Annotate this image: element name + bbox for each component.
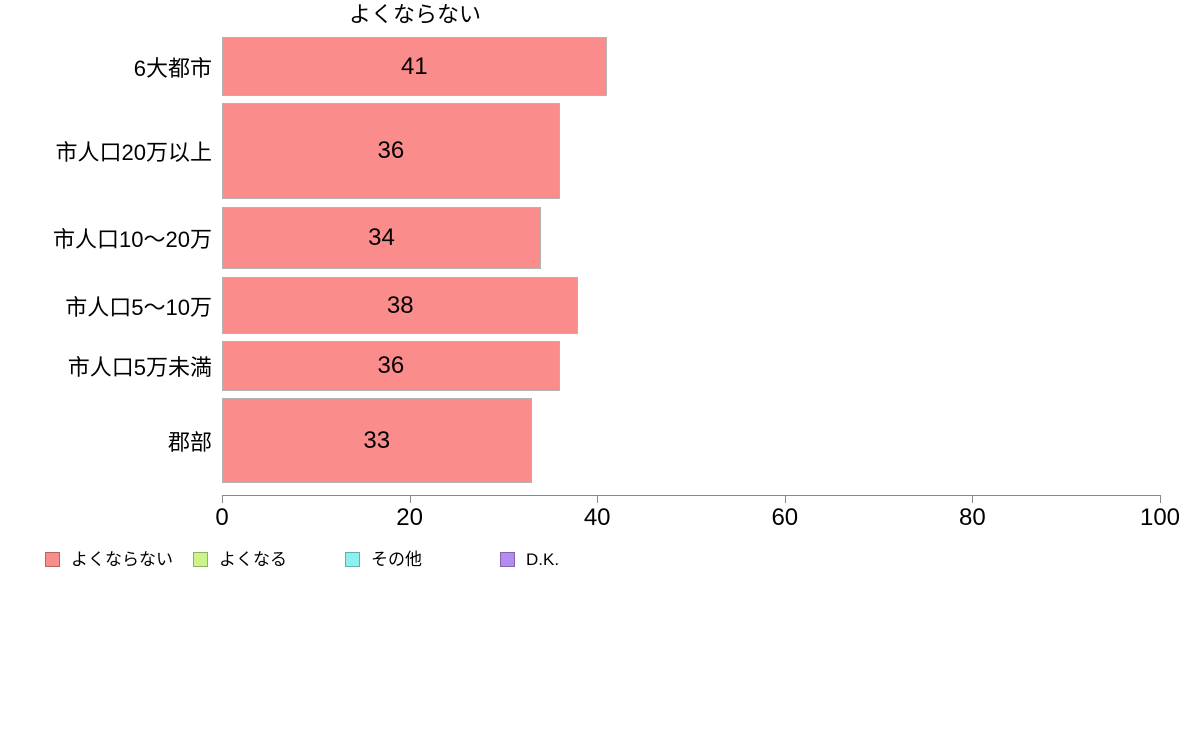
legend-swatch-green (193, 552, 208, 567)
legend-label: その他 (371, 550, 422, 569)
x-axis-tick (597, 495, 599, 503)
bar: 33 (222, 398, 532, 483)
legend-swatch-purple (500, 552, 515, 567)
x-axis-tick-label: 60 (771, 504, 799, 531)
category-label: 郡部 (167, 429, 212, 455)
chart-title: よくならない (348, 2, 482, 27)
legend-swatch-red (45, 552, 60, 567)
x-axis-tick-label: 100 (1139, 504, 1181, 531)
bar-row: 市人口5万未満 36 (0, 341, 1188, 391)
bar-value-label: 38 (386, 291, 414, 319)
bar-row: 6大都市 41 (0, 37, 1188, 96)
bar: 38 (222, 277, 579, 334)
x-axis-tick-label: 20 (396, 504, 423, 531)
legend-label: よくならない (71, 550, 173, 569)
legend-swatch-cyan (345, 552, 360, 567)
x-axis-tick (1160, 495, 1161, 503)
x-axis-tick (972, 495, 974, 503)
bar: 36 (222, 103, 560, 199)
category-label: 市人口5〜10万 (65, 294, 212, 320)
x-axis-tick (222, 495, 223, 503)
bar-value-label: 41 (400, 52, 428, 80)
bar-row: 郡部 33 (0, 398, 1188, 483)
bar-row: 市人口10〜20万 34 (0, 207, 1188, 269)
bar-value-label: 34 (368, 224, 395, 251)
category-label: 6大都市 (133, 55, 212, 81)
bar-row: 市人口20万以上 36 (0, 103, 1188, 199)
legend-item: その他 (345, 551, 422, 568)
bar-value-label: 36 (377, 352, 405, 379)
x-axis-tick-label: 40 (583, 504, 611, 531)
legend-item: よくなる (193, 551, 287, 568)
category-label: 市人口5万未満 (67, 355, 212, 380)
legend-label: よくなる (219, 550, 287, 569)
bar-value-label: 33 (363, 426, 391, 454)
category-label: 市人口20万以上 (55, 140, 212, 165)
bar: 36 (222, 341, 560, 391)
bar: 34 (222, 207, 541, 269)
x-axis-tick-label: 0 (215, 504, 229, 531)
bar-row: 市人口5〜10万 38 (0, 277, 1188, 334)
x-axis-tick-label: 80 (959, 504, 986, 531)
legend-item: D.K. (500, 551, 559, 568)
x-axis-tick (784, 495, 786, 503)
bar: 41 (222, 37, 607, 96)
legend-item: よくならない (45, 551, 173, 568)
category-label: 市人口10〜20万 (53, 227, 212, 252)
legend-label: D.K. (526, 550, 560, 569)
x-axis-tick (409, 495, 411, 503)
bar-value-label: 36 (377, 137, 405, 164)
x-axis-line (222, 495, 1161, 496)
